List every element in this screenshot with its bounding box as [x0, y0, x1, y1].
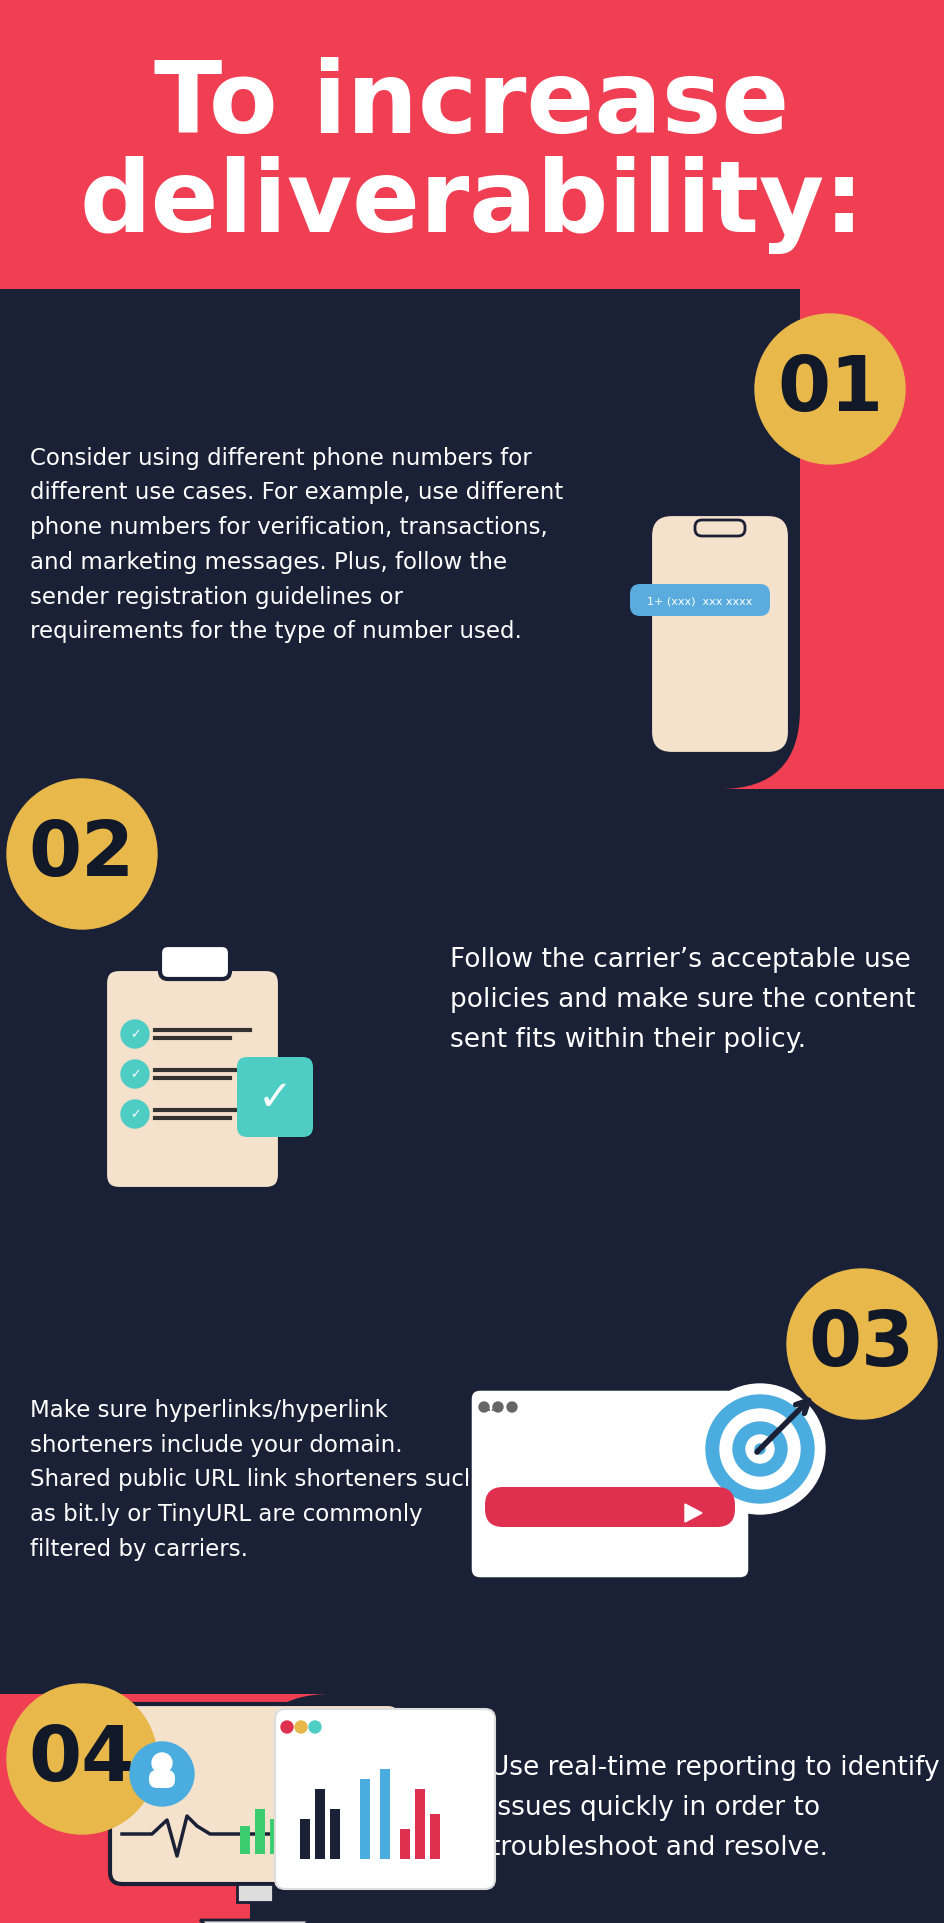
Circle shape — [733, 1423, 787, 1477]
FancyBboxPatch shape — [110, 1704, 400, 1885]
Circle shape — [507, 1402, 517, 1411]
Text: Make sure hyperlinks/hyperlink
shorteners include your domain.
Shared public URL: Make sure hyperlinks/hyperlink shortener… — [30, 1398, 479, 1560]
Bar — [240, 1827, 250, 1854]
Circle shape — [493, 1402, 503, 1411]
Bar — [0, 1263, 944, 1344]
Bar — [255, 1810, 265, 1854]
Bar — [864, 790, 944, 1263]
Bar — [864, 1263, 944, 1694]
Circle shape — [706, 1396, 814, 1504]
Bar — [330, 1810, 340, 1860]
Circle shape — [309, 1721, 321, 1733]
Bar — [0, 290, 80, 790]
Bar — [285, 1800, 295, 1854]
FancyBboxPatch shape — [250, 1694, 944, 1923]
Bar — [864, 1694, 944, 1923]
FancyBboxPatch shape — [695, 521, 745, 537]
Bar — [415, 1788, 425, 1860]
Bar — [380, 1769, 390, 1860]
Circle shape — [787, 1269, 937, 1419]
FancyBboxPatch shape — [237, 1058, 313, 1136]
Bar — [360, 1779, 370, 1860]
Bar — [237, 1885, 273, 1902]
Text: 03: 03 — [809, 1308, 915, 1381]
Circle shape — [720, 1410, 800, 1488]
FancyBboxPatch shape — [470, 1388, 750, 1579]
Circle shape — [152, 1754, 172, 1773]
FancyBboxPatch shape — [0, 290, 800, 790]
FancyBboxPatch shape — [0, 790, 944, 1263]
Circle shape — [7, 779, 157, 929]
Bar — [250, 1842, 944, 1923]
Bar — [0, 790, 944, 869]
Text: Follow the carrier’s acceptable use
policies and make sure the content
sent fits: Follow the carrier’s acceptable use poli… — [450, 946, 916, 1052]
Text: ...: ... — [486, 1400, 499, 1413]
Text: 01: 01 — [777, 352, 883, 427]
Bar — [270, 1819, 280, 1854]
Text: ✓: ✓ — [129, 1067, 141, 1081]
Circle shape — [746, 1435, 774, 1463]
Circle shape — [121, 1060, 149, 1088]
FancyBboxPatch shape — [149, 1769, 175, 1788]
Bar — [400, 1829, 410, 1860]
Circle shape — [755, 315, 905, 465]
Text: 02: 02 — [29, 817, 135, 892]
Bar — [300, 1813, 310, 1854]
Text: ✓: ✓ — [129, 1108, 141, 1121]
Circle shape — [755, 1444, 765, 1454]
FancyBboxPatch shape — [650, 515, 790, 754]
Text: ✓: ✓ — [129, 1029, 141, 1040]
Circle shape — [295, 1721, 307, 1733]
FancyBboxPatch shape — [275, 1710, 495, 1888]
Circle shape — [130, 1742, 194, 1806]
Text: ✓: ✓ — [258, 1077, 293, 1119]
FancyBboxPatch shape — [485, 1486, 735, 1527]
FancyBboxPatch shape — [0, 1263, 944, 1694]
Bar — [0, 290, 800, 369]
Bar — [0, 1263, 80, 1694]
Text: Use real-time reporting to identify
issues quickly in order to
troubleshoot and : Use real-time reporting to identify issu… — [490, 1754, 939, 1860]
Bar — [430, 1813, 440, 1860]
FancyBboxPatch shape — [630, 585, 770, 617]
Circle shape — [121, 1100, 149, 1129]
Polygon shape — [200, 1919, 310, 1923]
Text: To increase: To increase — [155, 56, 789, 154]
Bar — [0, 790, 80, 1263]
Circle shape — [479, 1402, 489, 1411]
Bar — [864, 1775, 944, 1923]
Circle shape — [695, 1385, 825, 1513]
Text: Consider using different phone numbers for
different use cases. For example, use: Consider using different phone numbers f… — [30, 446, 564, 642]
Bar — [300, 1819, 310, 1860]
Bar — [315, 1788, 325, 1860]
Text: 04: 04 — [29, 1723, 135, 1796]
Text: deliverability:: deliverability: — [79, 156, 865, 254]
FancyBboxPatch shape — [105, 969, 280, 1190]
Bar — [330, 1694, 944, 1923]
Circle shape — [281, 1721, 293, 1733]
Polygon shape — [685, 1504, 702, 1523]
Circle shape — [7, 1685, 157, 1835]
Circle shape — [121, 1021, 149, 1048]
Text: 1+ (xxx)  xxx xxxx: 1+ (xxx) xxx xxxx — [648, 596, 752, 606]
FancyBboxPatch shape — [160, 946, 230, 979]
